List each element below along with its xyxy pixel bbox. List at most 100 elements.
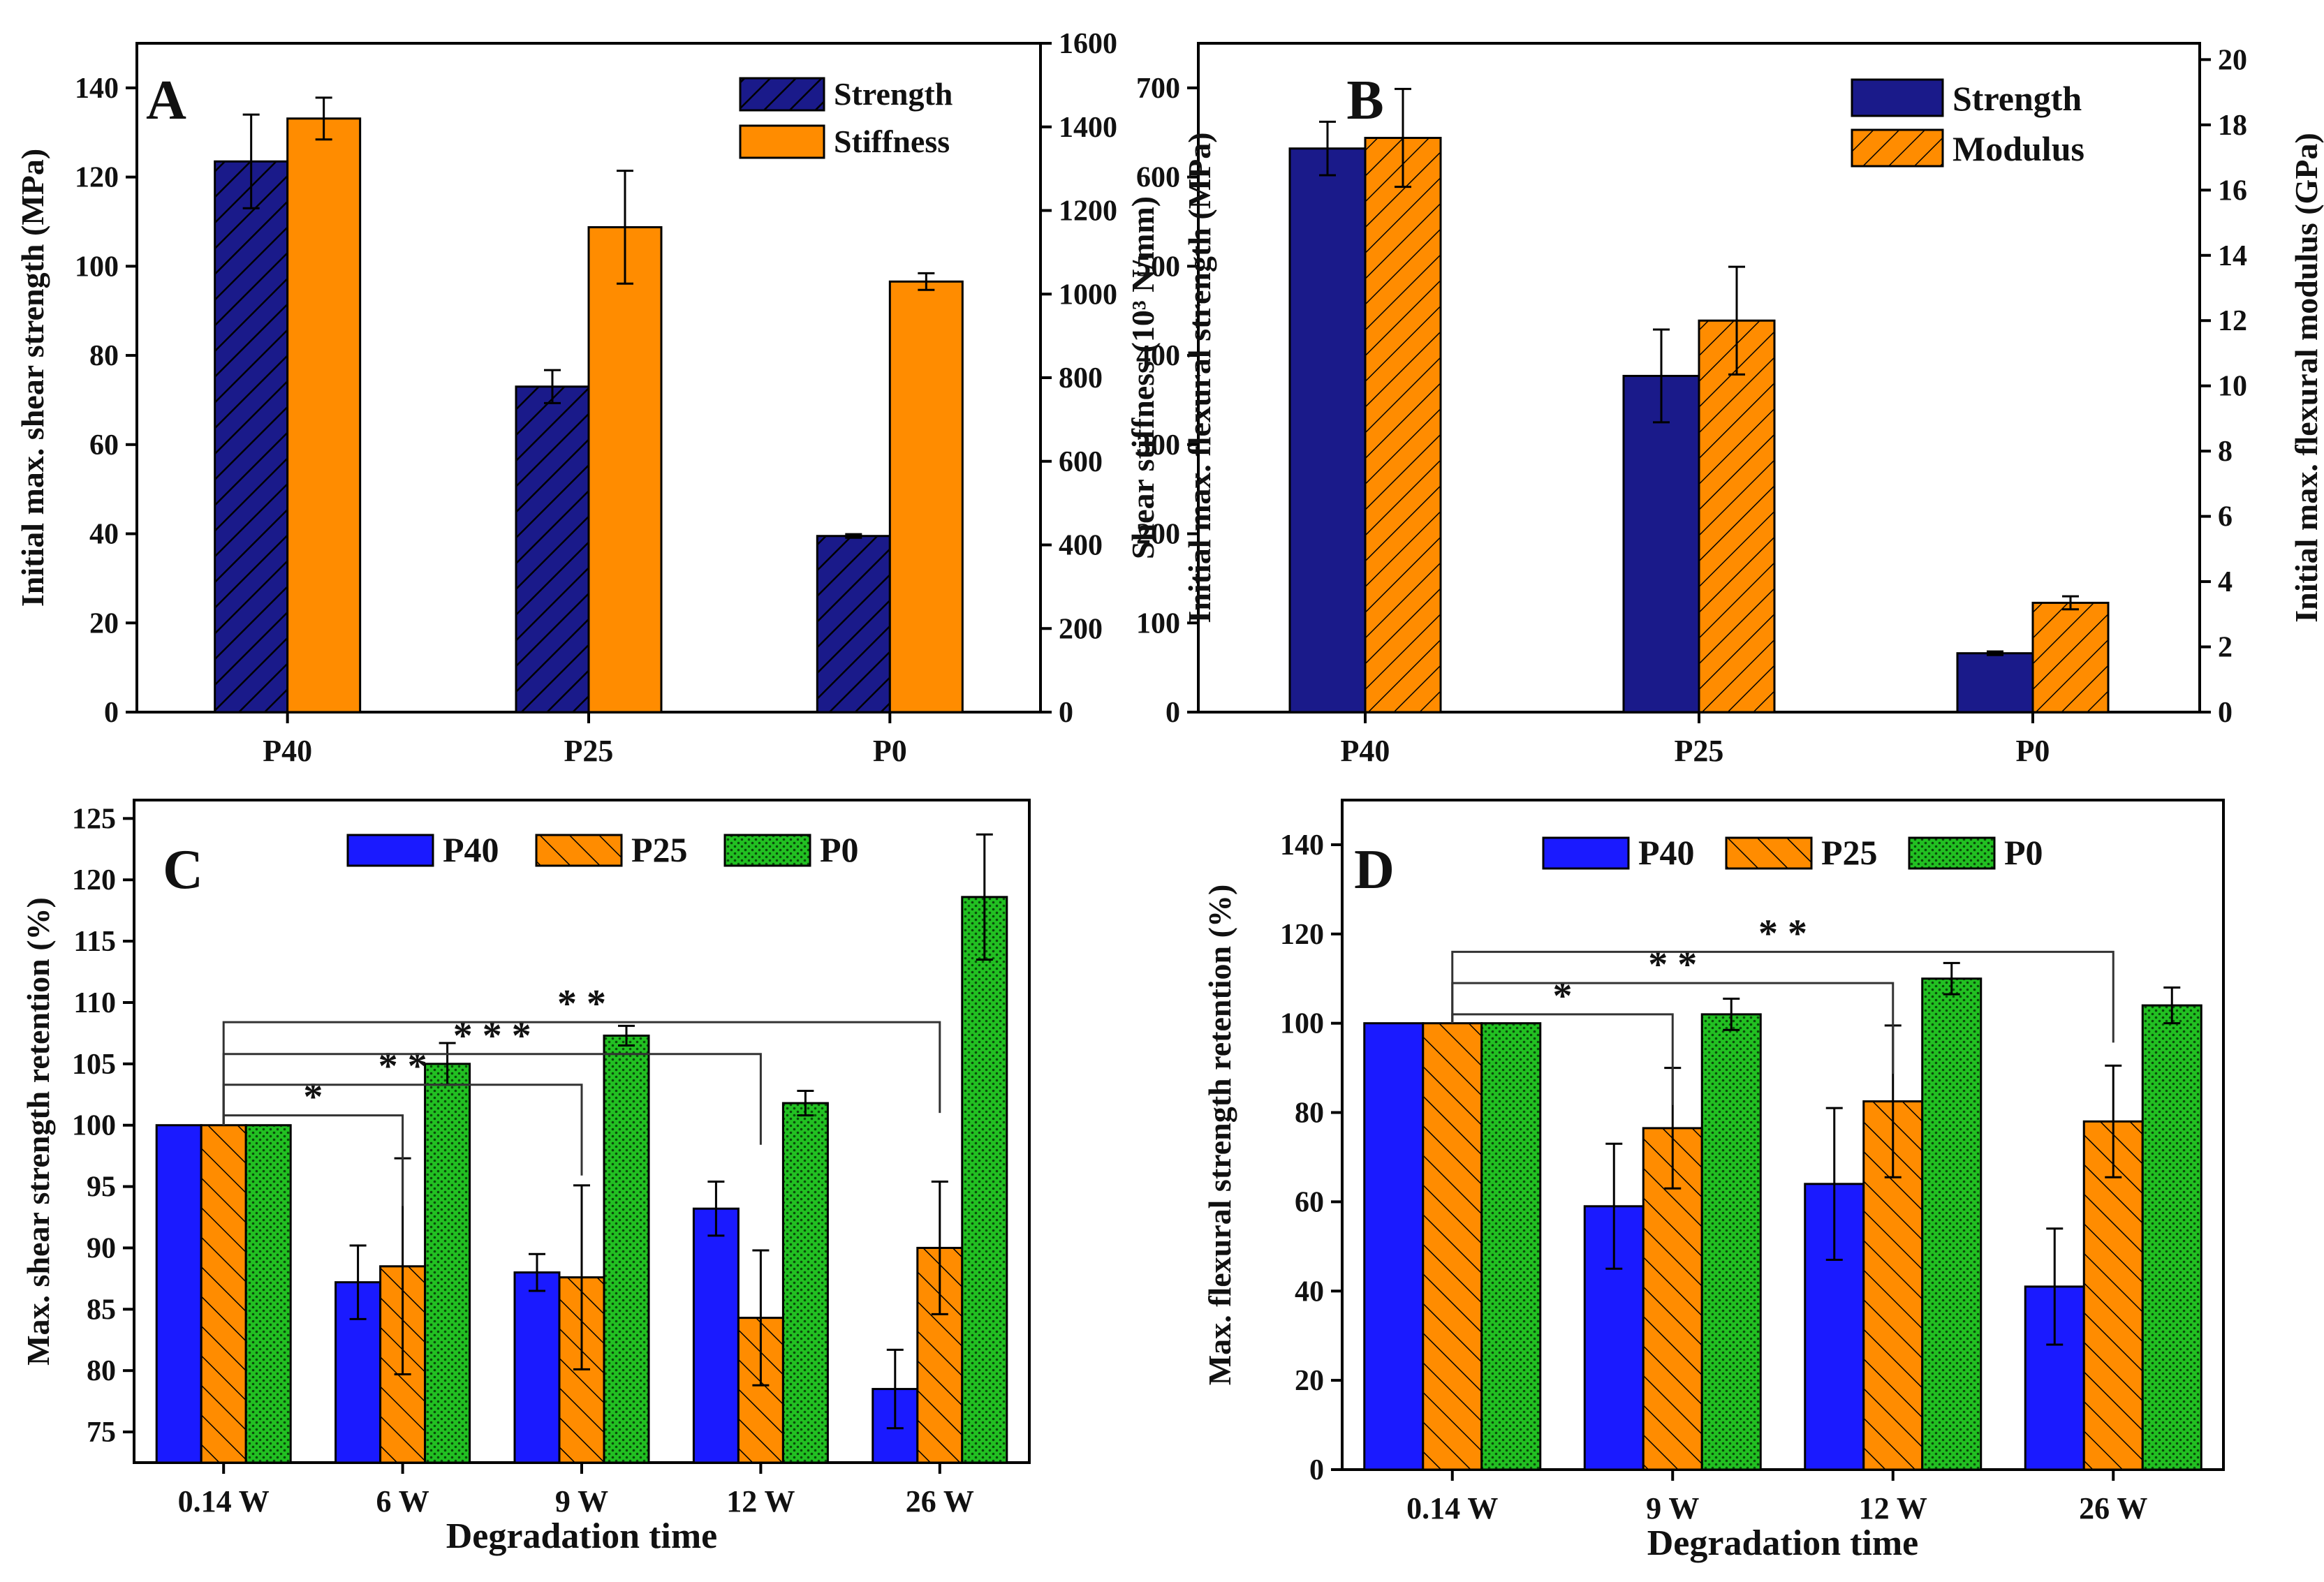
plot-frame	[1341, 799, 2225, 1471]
bar-strength	[515, 385, 590, 714]
y-tick-label: 0	[1309, 1454, 1324, 1486]
y-tick-label: 400	[1136, 340, 1180, 372]
y-tick-label: 140	[1280, 829, 1324, 862]
panel-c-shear-retention-chart: 75 80 85 90 95 100 105 110 115 120 125 0.14 W 6 W 9 W…	[20, 799, 1031, 1556]
legend-swatch	[1542, 836, 1630, 870]
y2-tick-label: 12	[2218, 305, 2247, 337]
bar-p0	[1921, 977, 1983, 1471]
y-tick-label: 80	[1295, 1097, 1324, 1130]
y-tick-label: 20	[89, 607, 119, 640]
y2-tick-label: 6	[2218, 501, 2233, 533]
y-tick-label: 80	[87, 1355, 116, 1387]
significance-bracket	[222, 1021, 941, 1125]
significance-label: *	[303, 1076, 323, 1119]
bar-stiffness	[888, 280, 964, 714]
y2-tick-label: 14	[2218, 240, 2247, 272]
y-tick-label: 0	[104, 697, 119, 729]
y-tick-label: 80	[89, 340, 119, 372]
bar-p0	[781, 1102, 829, 1464]
y-tick-label: 120	[75, 162, 119, 194]
y-tick-label: 40	[89, 519, 119, 551]
significance-label: * *	[378, 1045, 427, 1088]
y-tick-label: 100	[75, 251, 119, 283]
legend-label: P40	[443, 830, 499, 869]
x-tick-label: 9 W	[555, 1484, 608, 1518]
y-tick-label: 140	[75, 73, 119, 105]
x-tick-label: P25	[564, 734, 614, 768]
y2-tick-label: 0	[1059, 697, 1073, 729]
x-tick-label: 26 W	[906, 1484, 974, 1518]
y-tick-label: 600	[1136, 162, 1180, 194]
bar-strength	[816, 535, 891, 714]
y2-tick-label: 20	[2218, 44, 2247, 76]
y2-tick-label: 600	[1059, 446, 1103, 478]
y-tick-label: 200	[1136, 519, 1180, 551]
y-tick-label: 125	[72, 803, 116, 835]
legend-label: P25	[1821, 833, 1878, 872]
y2-tick-label: 200	[1059, 613, 1103, 645]
y2-tick-label: 400	[1059, 530, 1103, 562]
y2-tick-label: 16	[2218, 175, 2247, 207]
y-tick-label: 120	[1280, 919, 1324, 951]
y2-tick-label: 8	[2218, 436, 2233, 468]
bar-stiffness	[286, 117, 362, 714]
x-tick-label: P40	[263, 734, 312, 768]
x-tick-label: 6 W	[376, 1484, 429, 1518]
y-axis-title: Max. flexural strength retention (%)	[1202, 885, 1237, 1386]
x-tick-label: P0	[2016, 734, 2050, 768]
legend-swatch	[1725, 836, 1813, 870]
y2-tick-label: 0	[2218, 697, 2233, 729]
legend-swatch	[346, 834, 434, 867]
y-tick-label: 20	[1295, 1365, 1324, 1397]
y-axis-title: Initial max. shear strength (MPa)	[15, 149, 50, 607]
bar-p40	[1363, 1022, 1425, 1471]
y2-tick-label: 10	[2218, 371, 2247, 403]
x-tick-label: P40	[1341, 734, 1390, 768]
significance-bracket	[1451, 950, 2115, 1043]
panel-b-flexural-chart: 0 100 200 300 400 500 600 700 0 2 4 6 8 10 12 14 16 18 20 P…	[1136, 42, 2324, 768]
bar-strength	[1288, 147, 1367, 714]
y2-tick-label: 1400	[1059, 112, 1117, 144]
y-tick-label: 40	[1295, 1276, 1324, 1308]
significance-label: * *	[1648, 943, 1697, 986]
bar-p0	[961, 896, 1008, 1464]
legend-swatch	[1851, 128, 1944, 168]
legend-label: P25	[631, 830, 688, 869]
bar-p0	[603, 1034, 650, 1464]
significance-label: * *	[557, 982, 606, 1026]
y-tick-label: 100	[72, 1110, 116, 1142]
legend-swatch	[723, 834, 811, 867]
panel-letter: C	[163, 839, 203, 901]
legend-label: Strength	[1952, 79, 2082, 118]
y-tick-label: 60	[89, 429, 119, 461]
y2-axis-title: Shear stiffness (10³ N/mm)	[1125, 196, 1161, 559]
bar-p0	[424, 1063, 471, 1464]
bar-p40	[692, 1207, 740, 1464]
legend-swatch	[1908, 836, 1996, 870]
y2-tick-label: 2	[2218, 632, 2233, 664]
bar-p0	[1700, 1013, 1762, 1471]
panel-letter: B	[1346, 70, 1383, 131]
x-tick-label: 12 W	[726, 1484, 795, 1518]
y-tick-label: 95	[87, 1171, 116, 1204]
bar-modulus	[2031, 601, 2110, 714]
bar-modulus	[1364, 137, 1442, 714]
bar-p0	[1480, 1022, 1542, 1471]
panel-a-shear-chart: 0204060801001201400200400600800100012001…	[15, 28, 1161, 768]
legend-swatch	[739, 124, 825, 159]
legend-label: P0	[820, 830, 859, 869]
y-tick-label: 115	[73, 926, 116, 958]
x-axis-title: Degradation time	[446, 1516, 717, 1556]
legend-swatch	[739, 77, 825, 112]
y-tick-label: 300	[1136, 429, 1180, 461]
significance-label: *	[1553, 975, 1573, 1018]
significance-label: * *	[1758, 912, 1807, 955]
y2-tick-label: 4	[2218, 566, 2233, 598]
x-tick-label: P25	[1675, 734, 1724, 768]
legend-label: Strength	[834, 76, 953, 112]
legend-label: Modulus	[1952, 129, 2084, 168]
y-tick-label: 100	[1136, 607, 1180, 640]
y-tick-label: 60	[1295, 1186, 1324, 1218]
y-tick-label: 75	[87, 1417, 116, 1449]
bar-p25	[200, 1124, 247, 1464]
